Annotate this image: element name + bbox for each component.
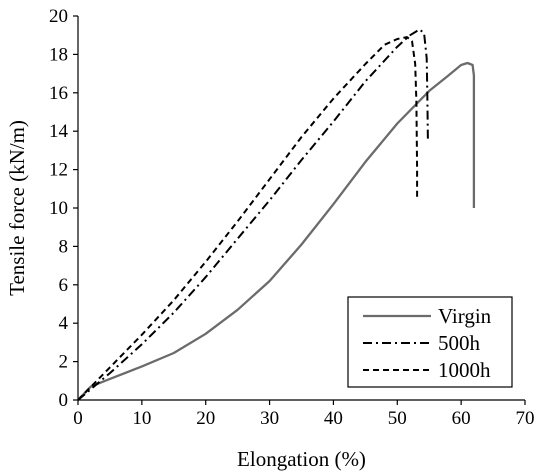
x-axis-title: Elongation (%) bbox=[237, 447, 366, 471]
x-tick-label: 60 bbox=[452, 408, 471, 429]
y-tick-label: 6 bbox=[59, 275, 69, 296]
axes: 0 10 20 30 40 50 60 70 0 2 4 6 8 10 12 14 16 18 20 bbox=[49, 6, 535, 429]
y-tick-label: 12 bbox=[49, 160, 68, 181]
y-tick-label: 10 bbox=[49, 198, 68, 219]
x-tick-label: 30 bbox=[260, 408, 279, 429]
y-tick-label: 16 bbox=[49, 83, 68, 104]
x-tick-label: 20 bbox=[196, 408, 215, 429]
legend-box bbox=[347, 296, 513, 388]
legend-label-1000h: 1000h bbox=[438, 358, 491, 382]
legend-label-500h: 500h bbox=[438, 331, 481, 355]
x-tick-label: 40 bbox=[324, 408, 343, 429]
y-axis-title-group: Tensile force (kN/m) bbox=[5, 120, 29, 296]
y-axis-title: Tensile force (kN/m) bbox=[5, 120, 29, 296]
series-line-500h bbox=[77, 28, 429, 401]
series-layer bbox=[77, 28, 476, 401]
y-tick-label: 2 bbox=[59, 352, 69, 373]
y-tick-label: 18 bbox=[49, 44, 68, 65]
y-tick-label: 4 bbox=[59, 313, 69, 334]
x-tick-label: 0 bbox=[73, 408, 83, 429]
y-tick-label: 8 bbox=[59, 236, 69, 257]
series-line-1000h bbox=[77, 36, 419, 401]
legend-label-virgin: Virgin bbox=[438, 304, 492, 328]
legend: Virgin 500h 1000h bbox=[347, 296, 513, 388]
x-tick-label: 50 bbox=[388, 408, 407, 429]
x-tick-label: 10 bbox=[132, 408, 151, 429]
y-tick-label: 20 bbox=[49, 6, 68, 27]
legend-items: Virgin 500h 1000h bbox=[363, 304, 492, 382]
y-tick-label: 0 bbox=[59, 390, 69, 411]
y-tick-label: 14 bbox=[49, 121, 69, 142]
x-tick-label: 70 bbox=[516, 408, 535, 429]
series-line-virgin bbox=[77, 61, 476, 401]
